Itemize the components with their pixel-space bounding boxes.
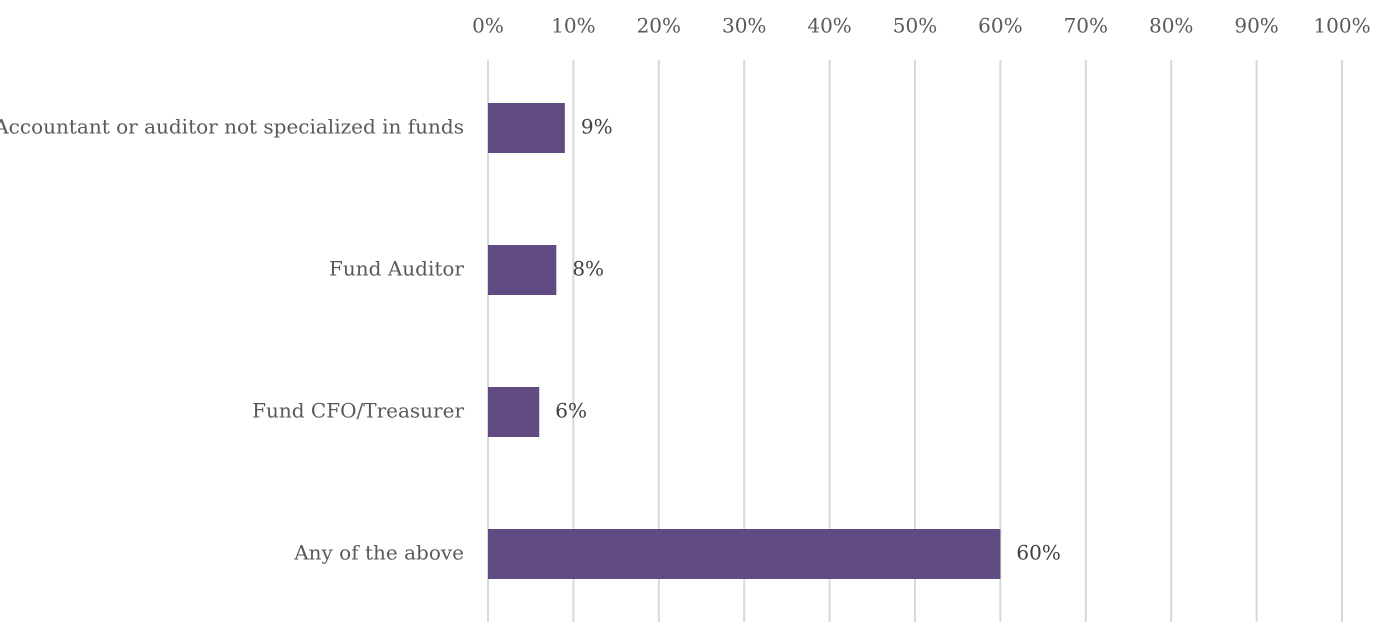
category-label: Accountant or auditor not specialized in… <box>0 115 464 139</box>
x-axis-tick-labels: 0% 10% 20% 30% 40% 50% 60% 70% 80% 90% 100% <box>472 14 1370 38</box>
category-label: Fund CFO/Treasurer <box>252 399 464 423</box>
data-label: 60% <box>1016 541 1060 565</box>
bar <box>488 529 1001 579</box>
x-tick-label: 0% <box>472 14 504 38</box>
x-tick-label: 40% <box>807 14 851 38</box>
x-tick-label: 20% <box>637 14 681 38</box>
x-tick-label: 50% <box>893 14 937 38</box>
x-tick-label: 100% <box>1313 14 1370 38</box>
category-labels: Accountant or auditor not specialized in… <box>0 115 464 565</box>
x-tick-label: 70% <box>1064 14 1108 38</box>
gridlines <box>487 60 1343 622</box>
data-label: 9% <box>581 115 613 139</box>
category-label: Fund Auditor <box>329 257 464 281</box>
bar <box>488 387 540 437</box>
bar <box>488 245 557 295</box>
data-labels: 9% 8% 6% 60% <box>555 115 1061 565</box>
x-tick-label: 60% <box>978 14 1022 38</box>
bar <box>488 103 565 153</box>
x-tick-label: 80% <box>1149 14 1193 38</box>
data-label: 8% <box>572 257 604 281</box>
x-tick-label: 10% <box>551 14 595 38</box>
x-tick-label: 30% <box>722 14 766 38</box>
x-tick-label: 90% <box>1234 14 1278 38</box>
data-label: 6% <box>555 399 587 423</box>
category-label: Any of the above <box>293 541 464 565</box>
bars <box>488 103 1001 579</box>
